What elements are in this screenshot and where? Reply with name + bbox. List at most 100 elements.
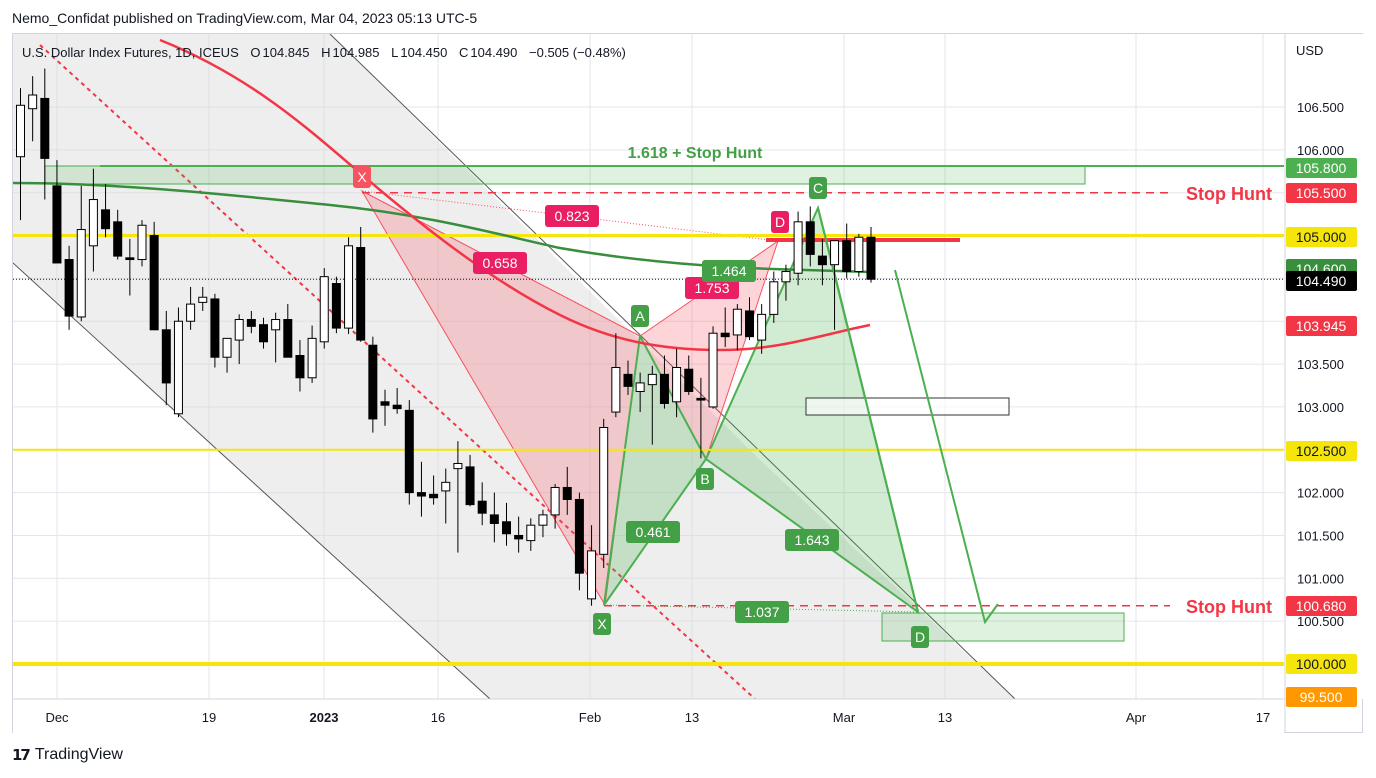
- time-tick-label: 2023: [310, 710, 339, 725]
- price-label-bg: [1286, 596, 1357, 616]
- ratio-red-0823-bg: [545, 205, 599, 227]
- candle-body: [344, 245, 354, 329]
- price-label-bg: [1286, 316, 1357, 336]
- candle-body: [550, 486, 560, 516]
- price-tick-label: 106.500: [1297, 100, 1344, 115]
- price-label-bg: [1286, 654, 1357, 674]
- candle-body: [246, 319, 256, 327]
- ratio-red-1753: 1.753: [694, 280, 729, 296]
- time-tick-label: Feb: [579, 710, 601, 725]
- time-tick-label: 17: [1256, 710, 1270, 725]
- candle-body: [514, 534, 524, 540]
- candle-body: [137, 224, 147, 261]
- price-label-bg: [1286, 183, 1357, 203]
- candle-body: [319, 276, 329, 343]
- candle-body: [113, 221, 123, 257]
- candle-body: [732, 308, 742, 336]
- ratio-red-1753-bg: [685, 277, 739, 299]
- candle-body: [599, 426, 609, 555]
- time-tick-label: Dec: [45, 710, 69, 725]
- label-1618-stop-hunt: 1.618 + Stop Hunt: [628, 145, 763, 162]
- candle-body: [283, 319, 293, 358]
- candle-body: [502, 521, 511, 535]
- candle-body: [161, 329, 171, 384]
- ratio-green-1037: 1.037: [744, 604, 779, 620]
- ratio-green-1464-bg: [702, 260, 756, 282]
- time-axis[interactable]: [13, 699, 1284, 733]
- candle-body: [574, 498, 584, 574]
- point-green-a: A: [635, 308, 645, 324]
- candle-body: [854, 236, 864, 273]
- price-label-bg: [1286, 158, 1357, 178]
- candle-body: [623, 373, 633, 387]
- ratio-red-0658: 0.658: [482, 255, 517, 271]
- ema-green: [13, 181, 871, 274]
- candle-body: [587, 550, 597, 600]
- point-red-d: D: [775, 214, 785, 230]
- candle-body: [526, 524, 536, 542]
- candle-body: [416, 492, 426, 497]
- candle-body: [64, 259, 74, 317]
- brand-name: TradingView: [34, 746, 123, 763]
- ratio-green-0461-bg: [626, 521, 680, 543]
- zone-box: [805, 397, 1010, 416]
- close-label: C: [459, 45, 469, 60]
- point-red-x: X: [357, 169, 367, 185]
- price-axis[interactable]: [1285, 34, 1363, 699]
- time-tick-label: 13: [685, 710, 699, 725]
- publisher-caption: Nemo_Confidat published on TradingView.c…: [12, 10, 478, 26]
- tradingview-logo-icon: 𝟭𝟳: [12, 747, 31, 764]
- label-stop-hunt-bottom: Stop Hunt: [1186, 597, 1272, 617]
- candle-body: [101, 209, 111, 230]
- ratio-green-1643: 1.643: [794, 532, 829, 548]
- projection-arrow-left: [817, 207, 919, 613]
- price-label: 105.500: [1296, 185, 1347, 201]
- time-tick-label: Apr: [1126, 710, 1147, 725]
- point-green-d: D: [915, 629, 925, 645]
- candle-body: [647, 373, 657, 386]
- price-tick-label: 100.500: [1297, 614, 1344, 629]
- candle-body: [52, 185, 62, 264]
- candle-body: [368, 344, 378, 420]
- candle-body: [453, 462, 463, 470]
- price-tick-label: 101.500: [1297, 528, 1344, 543]
- candle-body: [769, 281, 779, 315]
- candle-body: [380, 401, 390, 406]
- point-green-a-bg: [631, 305, 649, 327]
- candle-body: [441, 481, 451, 492]
- candle-body: [793, 221, 803, 274]
- candle-body: [28, 94, 38, 110]
- candle-body: [465, 466, 475, 506]
- candle-body: [16, 104, 25, 158]
- price-tick-label: 102.000: [1297, 486, 1344, 501]
- candle-body: [307, 337, 317, 379]
- low-label: L: [391, 45, 399, 60]
- candle-body: [295, 355, 305, 379]
- candle-body: [745, 310, 754, 338]
- footer-brand[interactable]: 𝟭𝟳 TradingView: [12, 746, 123, 764]
- candle-body: [757, 313, 767, 341]
- price-label: 105.800: [1296, 160, 1347, 176]
- candle-body: [562, 486, 572, 500]
- ratio-green-1643-bg: [785, 529, 839, 551]
- candle-body: [331, 283, 341, 329]
- price-label: 102.500: [1296, 443, 1347, 459]
- ratio-green-1464: 1.464: [711, 263, 746, 279]
- time-tick-label: Mar: [833, 710, 856, 725]
- open-label: O: [250, 45, 261, 60]
- candle-body: [659, 373, 669, 404]
- zone-1618-stop-hunt: [44, 165, 1086, 185]
- point-red-x-bg: [353, 166, 371, 188]
- candle-body: [672, 367, 682, 403]
- candle-body: [356, 247, 366, 341]
- candle-body: [477, 500, 487, 514]
- candle-body: [805, 221, 815, 255]
- candle-body: [198, 296, 208, 303]
- candle-body: [866, 236, 876, 280]
- point-green-x-bg: [593, 613, 611, 635]
- channel-lower-line: [13, 262, 491, 699]
- channel-fill: [13, 34, 1015, 699]
- high-value: 104.985: [332, 45, 380, 60]
- candle-body: [76, 229, 86, 318]
